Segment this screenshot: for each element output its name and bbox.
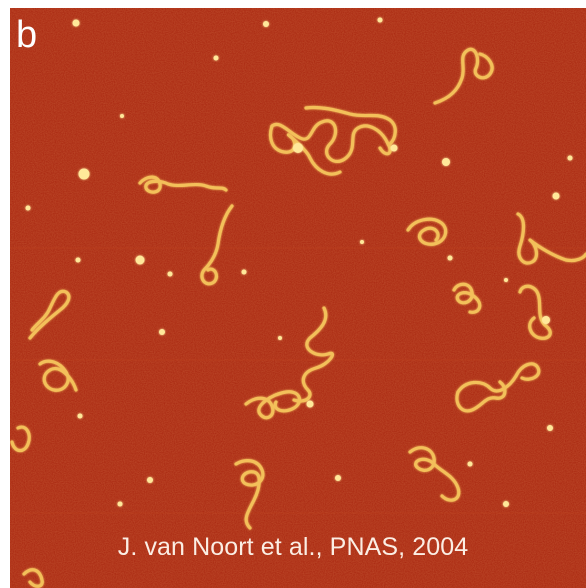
scan-lines bbox=[10, 247, 586, 514]
dna-molecule bbox=[406, 217, 448, 246]
dna-molecule bbox=[292, 306, 334, 403]
afm-micrograph: b bbox=[10, 8, 586, 588]
dna-molecule bbox=[244, 390, 302, 420]
dna-strands bbox=[10, 47, 586, 588]
dna-molecule bbox=[516, 212, 586, 265]
dna-molecule bbox=[452, 282, 482, 314]
dna-molecule bbox=[38, 359, 78, 392]
substrate-grain bbox=[10, 8, 586, 588]
dna-molecule bbox=[270, 119, 392, 164]
dna-molecule bbox=[138, 175, 228, 194]
image-credit: J. van Noort et al., PNAS, 2004 bbox=[117, 533, 469, 561]
dna-molecule bbox=[518, 284, 552, 340]
dna-molecule bbox=[234, 459, 265, 530]
dna-molecule bbox=[433, 47, 494, 105]
dna-molecule bbox=[268, 124, 342, 176]
dna-molecule bbox=[455, 380, 507, 413]
dna-molecule bbox=[28, 289, 71, 340]
dna-molecule bbox=[200, 204, 234, 286]
dna-molecule bbox=[22, 568, 44, 588]
dna-molecule bbox=[408, 446, 461, 502]
dna-molecule bbox=[304, 105, 397, 146]
bright-particles bbox=[25, 17, 573, 507]
panel-label: b bbox=[16, 14, 38, 56]
dna-molecule bbox=[456, 362, 541, 394]
afm-image bbox=[10, 8, 586, 588]
dna-molecule bbox=[10, 425, 31, 453]
